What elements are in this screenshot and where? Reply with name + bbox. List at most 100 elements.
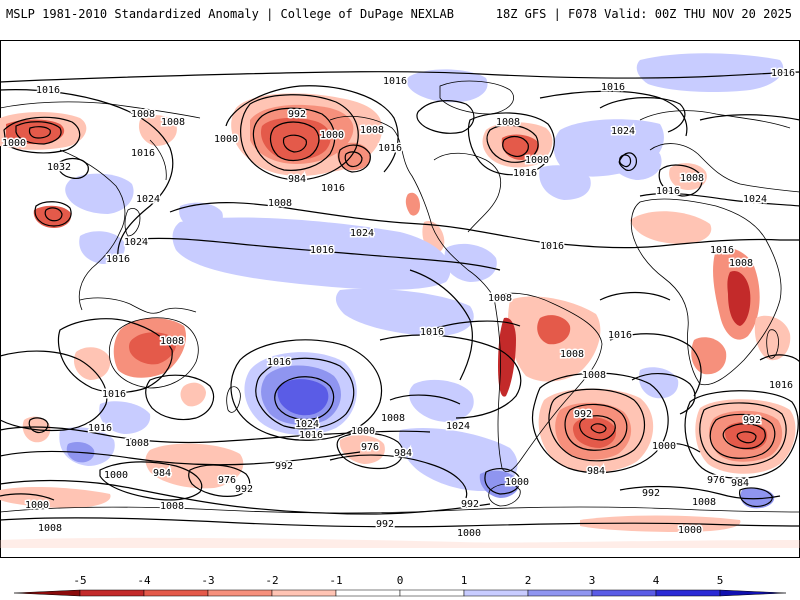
isobar-contour (269, 121, 320, 162)
isobar-label: 992 (288, 109, 306, 120)
isobar-contour (0, 89, 174, 259)
isobar-contour (619, 485, 781, 500)
isobar-contour (639, 192, 800, 207)
isobar-label: 1024 (446, 421, 470, 432)
isobar-contour (15, 121, 62, 145)
coastline-australia (108, 317, 199, 389)
colorbar-bin (655, 589, 721, 597)
colorbar-tick-label: 4 (653, 574, 660, 587)
isobar-label: 1008 (488, 293, 512, 304)
colorbar-legend-strip (0, 537, 800, 548)
isobar-label: 1024 (743, 194, 767, 205)
pos-anomaly-arctic (636, 53, 784, 92)
pos-anomaly-south-pacific-high-inner (277, 379, 329, 416)
isobar-contour (722, 423, 766, 450)
isobar-label: 1008 (160, 501, 184, 512)
isobar-label: 1008 (729, 258, 753, 269)
colorbar-bin (271, 589, 337, 597)
isobar-label: 1008 (692, 497, 716, 508)
isobar-contour (344, 151, 363, 168)
isobar-contour (599, 291, 671, 301)
isobar-contour (0, 350, 108, 432)
isobar-contour (599, 97, 686, 171)
pos-anomaly-sw-pacific (409, 379, 474, 422)
isobar-label: 992 (275, 461, 293, 472)
isobar-label: 984 (153, 468, 171, 479)
isobar-contour (548, 388, 646, 462)
neg-anomaly-indian-ocean (73, 347, 111, 380)
isobar-contour (486, 124, 539, 163)
isobar-contours (0, 71, 800, 528)
isobar-contour (564, 403, 628, 451)
isobar-label: 1024 (350, 228, 374, 239)
isobar-label: 1016 (513, 168, 537, 179)
neg-anomaly-npac-low-inner (260, 117, 331, 160)
isobar-label: 1008 (680, 173, 704, 184)
isobar-contour (225, 85, 399, 173)
coastlines (0, 80, 800, 514)
isobar-contour (28, 417, 49, 434)
isobar-label: 1016 (608, 330, 632, 341)
pos-anomaly-china (79, 231, 125, 264)
colorbar-tick-label: 5 (717, 574, 724, 587)
neg-anomaly-nw-pacific (33, 205, 72, 228)
isobar-label: 1000 (2, 138, 26, 149)
coastline-south-america (493, 292, 603, 472)
pos-anomaly-eastern-pacific (335, 288, 474, 336)
isobar-contour (0, 493, 55, 501)
colorbar-bin (79, 589, 145, 597)
isobar-label: 992 (642, 488, 660, 499)
isobar-label: 976 (218, 475, 236, 486)
isobar-label: 992 (376, 519, 394, 530)
isobar-label: 1000 (652, 441, 676, 452)
neg-anomaly-south-america-core (537, 315, 571, 345)
isobar-label: 1000 (320, 130, 344, 141)
map-title: MSLP 1981-2010 Standardized Anomaly | Co… (6, 7, 454, 21)
isobar-label: 1016 (102, 389, 126, 400)
isobar-label: 1024 (136, 194, 160, 205)
isobar-contour (169, 202, 800, 249)
isobar-contour (699, 402, 787, 467)
isobar-contour (129, 237, 501, 271)
coastline-north-america (329, 115, 502, 299)
isobar-label: 1000 (525, 155, 549, 166)
neg-anomaly-north-atlantic-core (501, 134, 540, 160)
isobar-label: 1008 (381, 413, 405, 424)
pos-anomaly-east-asia (65, 173, 134, 214)
isobar-contour (58, 157, 89, 179)
isobar-label: 1000 (505, 477, 529, 488)
isobar-label: 1000 (457, 528, 481, 539)
isobar-label: 1000 (351, 426, 375, 437)
colorbar: -5 -4 -3 -2 -1 0 1 2 3 4 5 (13, 574, 787, 597)
isobar-contour (539, 90, 688, 137)
coastline-japan (124, 208, 141, 237)
isobar-contour (739, 487, 773, 507)
colorbar-bin (143, 589, 209, 597)
isobar-label: 1008 (560, 349, 584, 360)
isobar-contour (0, 517, 800, 528)
isobar-contour (699, 114, 800, 121)
coastline-new-zealand (226, 386, 241, 413)
isobar-contour (28, 126, 51, 139)
isobar-label: 992 (461, 499, 479, 510)
neg-anomaly-southern-ocean-1 (145, 443, 244, 489)
isobar-label: 1008 (160, 336, 184, 347)
colorbar-tick-labels: -5 -4 -3 -2 -1 0 1 2 3 4 5 (73, 574, 723, 587)
isobar-label: 1016 (378, 143, 402, 154)
isobar-label: 1000 (214, 134, 238, 145)
neg-anomaly-rockies (405, 192, 420, 216)
colorbar-bin (399, 589, 465, 597)
colorbar-bin (207, 589, 273, 597)
anomaly-map: 1016 1008 1008 1000 1016 1032 1024 1024 1016 992 1… (0, 40, 800, 558)
isobar-contour (230, 339, 382, 441)
colorbar-bin (463, 589, 529, 597)
isobar-labels: 1016 1008 1008 1000 1016 1032 1024 1024 1016 992 1… (0, 67, 796, 541)
colorbar-tick-label: 2 (525, 574, 532, 587)
isobar-label: 1000 (104, 470, 128, 481)
pos-anomaly-gulf-of-mexico (444, 243, 497, 282)
neg-anomaly-andes (498, 317, 516, 397)
coastline-greenland (439, 80, 515, 115)
isobar-label: 1032 (47, 162, 71, 173)
isobar-label: 1016 (383, 76, 407, 87)
coastline-europe (639, 110, 800, 193)
